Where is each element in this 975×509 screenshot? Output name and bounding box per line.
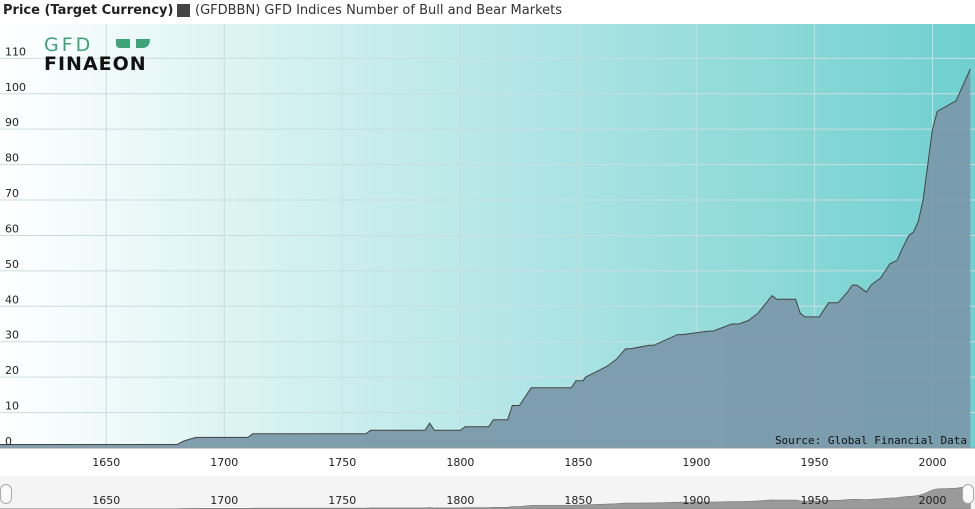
x-tick-label: 1700 xyxy=(210,456,238,469)
x-tick-label: 1950 xyxy=(800,456,828,469)
navigator-left-handle[interactable] xyxy=(0,484,12,504)
chart-header: Price (Target Currency) (GFDBBN) GFD Ind… xyxy=(0,0,975,24)
y-tick-label: 100 xyxy=(5,81,26,94)
x-tick-label: 1850 xyxy=(564,456,592,469)
y-tick-label: 30 xyxy=(5,329,19,342)
leaf-icon xyxy=(116,39,130,48)
chart-plot[interactable]: 0 10 20 30 40 50 60 70 80 90 100 110 1650 1700 1750 18… xyxy=(0,24,975,476)
x-tick-label: 1750 xyxy=(328,456,356,469)
navigator-label: 1900 xyxy=(682,494,710,507)
navigator[interactable]: 1650 1700 1750 1800 1850 1900 1950 2000 xyxy=(0,476,975,509)
y-tick-label: 110 xyxy=(5,45,26,58)
x-tick-label: 1650 xyxy=(92,456,120,469)
navigator-label: 1750 xyxy=(328,494,356,507)
svg-text:FINAEON: FINAEON xyxy=(44,53,147,74)
series-line[interactable] xyxy=(0,68,971,445)
y-tick-label: 50 xyxy=(5,258,19,271)
x-axis: 1650 1700 1750 1800 1850 1900 1950 2000 xyxy=(92,456,946,469)
legend-label: (GFDBBN) GFD Indices Number of Bull and … xyxy=(195,3,563,18)
navigator-label: 1950 xyxy=(800,494,828,507)
y-tick-label: 40 xyxy=(5,293,19,306)
navigator-label: 1800 xyxy=(446,494,474,507)
x-tick-label: 1800 xyxy=(446,456,474,469)
y-tick-label: 90 xyxy=(5,116,19,129)
navigator-label: 2000 xyxy=(919,494,947,507)
navigator-label: 1700 xyxy=(210,494,238,507)
x-tick-label: 2000 xyxy=(919,456,947,469)
y-axis: 0 10 20 30 40 50 60 70 80 90 100 110 xyxy=(5,45,26,448)
series-area xyxy=(0,69,971,448)
y-tick-label: 70 xyxy=(5,187,19,200)
y-tick-label: 80 xyxy=(5,152,19,165)
y-axis-title: Price (Target Currency) xyxy=(3,3,174,18)
navigator-label: 1850 xyxy=(564,494,592,507)
legend-swatch xyxy=(177,4,190,17)
x-tick-label: 1900 xyxy=(682,456,710,469)
navigator-label: 1650 xyxy=(92,494,120,507)
gfd-finaeon-logo: GFD FINAEON xyxy=(44,34,184,78)
series-group xyxy=(0,68,975,449)
navigator-series xyxy=(0,485,971,509)
legend-item[interactable]: (GFDBBN) GFD Indices Number of Bull and … xyxy=(177,3,562,18)
y-tick-label: 60 xyxy=(5,222,19,235)
leaf-icon xyxy=(136,39,150,48)
navigator-right-handle[interactable] xyxy=(962,484,974,504)
navigator-area xyxy=(0,485,971,509)
source-note: Source: Global Financial Data xyxy=(774,434,967,447)
y-tick-label: 20 xyxy=(5,364,19,377)
y-tick-label: 10 xyxy=(5,400,19,413)
navigator-labels: 1650 1700 1750 1800 1850 1900 1950 2000 xyxy=(92,494,946,507)
svg-text:GFD: GFD xyxy=(44,34,93,56)
y-tick-label: 0 xyxy=(5,435,12,448)
